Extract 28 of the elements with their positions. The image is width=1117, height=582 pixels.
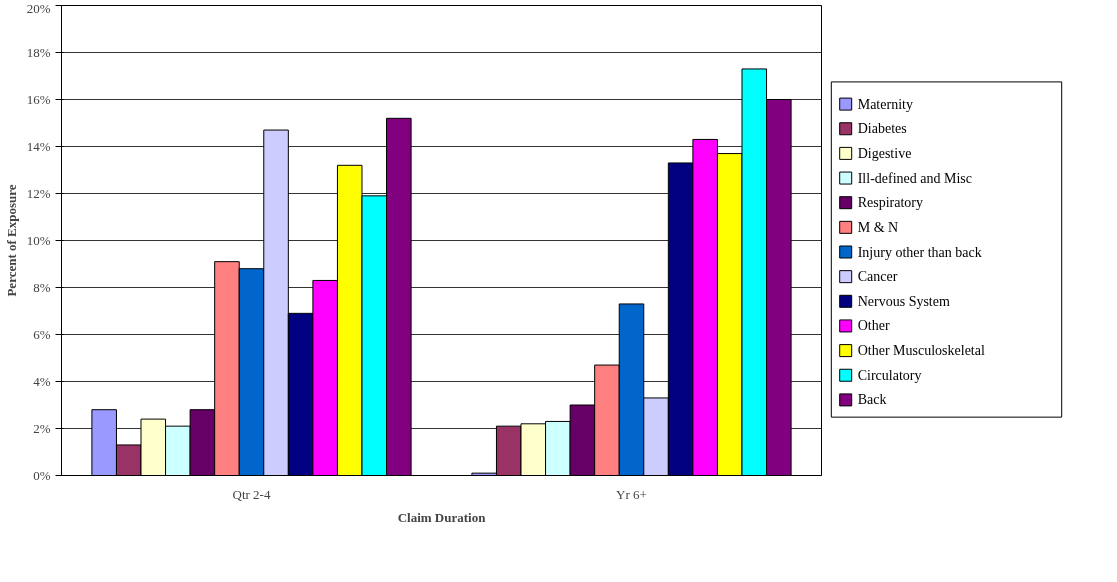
y-tick-label: 2% <box>33 421 51 436</box>
y-tick-label: 16% <box>26 92 51 107</box>
x-tick-label: Yr 6+ <box>616 486 647 502</box>
y-axis-title: Percent of Exposure <box>3 184 19 297</box>
legend-label: Back <box>857 392 887 408</box>
legend-label: Ill-defined and Misc <box>857 170 972 186</box>
x-axis-title: Claim Duration <box>397 509 487 525</box>
legend-label: Nervous System <box>857 293 950 309</box>
y-tick-label: 20% <box>26 0 51 16</box>
y-tick-label: 14% <box>26 139 51 154</box>
y-tick-label: 0% <box>33 468 51 483</box>
legend-label: Circulatory <box>857 367 922 383</box>
legend-label: Cancer <box>857 269 898 285</box>
x-tick-label: Qtr 2-4 <box>232 486 271 502</box>
legend-label: Diabetes <box>857 121 907 137</box>
legend-label: M & N <box>857 219 899 235</box>
legend-label: Injury other than back <box>857 244 982 260</box>
legend-label: Respiratory <box>857 195 924 211</box>
y-tick-label: 8% <box>33 280 51 295</box>
y-tick-label: 4% <box>33 374 51 389</box>
legend-label: Maternity <box>857 96 913 112</box>
y-tick-label: 12% <box>26 186 51 201</box>
y-tick-label: 18% <box>26 45 51 60</box>
legend-label: Other Musculoskeletal <box>857 343 985 359</box>
legend-label: Digestive <box>857 145 912 161</box>
legend-label: Other <box>857 318 890 334</box>
y-tick-label: 10% <box>26 233 51 248</box>
y-tick-label: 6% <box>33 327 51 342</box>
